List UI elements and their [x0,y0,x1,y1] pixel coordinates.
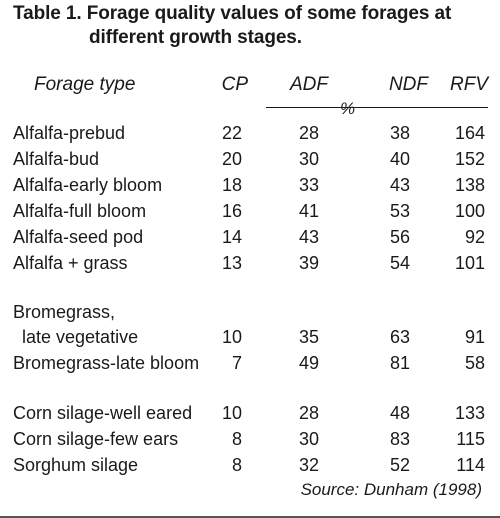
ndf-value: 63 [389,327,410,347]
ndf-value: 40 [389,149,410,169]
ndf-value: 38 [389,123,410,143]
adf-value: 43 [298,227,319,247]
table-row: Sorghum silage 8 32 52 114 [0,454,500,476]
column-header-ndf: NDF [388,74,428,95]
cp-value: 10 [221,403,242,423]
adf-value: 41 [298,201,319,221]
cp-value: 8 [231,429,242,449]
forage-name: Corn silage-few ears [13,429,179,449]
table-title-line-2: different growth stages. [89,27,302,48]
rfv-value: 164 [454,123,485,143]
adf-value: 28 [298,123,319,143]
cp-value: 10 [221,327,242,347]
adf-value: 28 [298,403,319,423]
cp-value: 8 [231,455,242,475]
rfv-value: 58 [464,353,485,373]
bottom-divider-line [0,516,500,518]
ndf-value: 52 [389,455,410,475]
forage-name: Corn silage-well eared [13,403,193,423]
table-row: Alfalfa-full bloom 16 41 53 100 [0,200,500,222]
ndf-value: 53 [389,201,410,221]
unit-label-percent: % [340,99,356,118]
ndf-value: 81 [389,353,410,373]
table-title-line-1: Table 1. Forage quality values of some f… [13,3,452,24]
ndf-value: 56 [389,227,410,247]
forage-name: Sorghum silage [13,455,139,475]
adf-value: 33 [298,175,319,195]
rfv-value: 91 [464,327,485,347]
forage-name: Alfalfa-bud [13,149,100,169]
cp-value: 22 [221,123,242,143]
rfv-value: 101 [454,253,485,273]
adf-value: 30 [298,429,319,449]
forage-name: Alfalfa-full bloom [13,201,147,221]
ndf-value: 48 [389,403,410,423]
table-row: late vegetative 10 35 63 91 [0,326,500,348]
cp-value: 18 [221,175,242,195]
ndf-value: 54 [389,253,410,273]
rfv-value: 100 [454,201,485,221]
unit-divider-line [266,107,488,108]
cp-value: 20 [221,149,242,169]
forage-name: Alfalfa + grass [13,253,128,273]
table-row: Bromegrass-late bloom 7 49 81 58 [0,352,500,374]
forage-name: late vegetative [22,327,139,347]
rfv-value: 138 [454,175,485,195]
rfv-value: 152 [454,149,485,169]
ndf-value: 83 [389,429,410,449]
table-row: Alfalfa-bud 20 30 40 152 [0,148,500,170]
source-citation: Source: Dunham (1998) [300,480,482,499]
adf-value: 35 [298,327,319,347]
adf-value: 32 [298,455,319,475]
forage-name: Alfalfa-early bloom [13,175,163,195]
cp-value: 7 [231,353,242,373]
rfv-value: 133 [454,403,485,423]
ndf-value: 43 [389,175,410,195]
table-row: Alfalfa-prebud 22 28 38 164 [0,122,500,144]
forage-name: Alfalfa-prebud [13,123,126,143]
rfv-value: 92 [464,227,485,247]
table-row: Alfalfa-early bloom 18 33 43 138 [0,174,500,196]
column-header-cp: CP [221,74,248,95]
table-row: Corn silage-well eared 10 28 48 133 [0,402,500,424]
table-row: Corn silage-few ears 8 30 83 115 [0,428,500,450]
column-header-rfv: RFV [450,74,488,95]
rfv-value: 114 [456,455,485,475]
column-header-forage-type: Forage type [34,74,136,95]
cp-value: 13 [221,253,242,273]
adf-value: 49 [298,353,319,373]
forage-name: Alfalfa-seed pod [13,227,144,247]
forage-name: Bromegrass-late bloom [13,353,200,373]
cp-value: 16 [221,201,242,221]
forage-name: Bromegrass, [13,302,116,322]
adf-value: 39 [298,253,319,273]
table-row: Bromegrass, [0,301,500,323]
table-row: Alfalfa + grass 13 39 54 101 [0,252,500,274]
table-title: Table 1. Forage quality values of some f… [13,2,483,50]
column-header-adf: ADF [290,74,328,95]
table-row: Alfalfa-seed pod 14 43 56 92 [0,226,500,248]
adf-value: 30 [298,149,319,169]
rfv-value: 115 [456,429,485,449]
cp-value: 14 [221,227,242,247]
